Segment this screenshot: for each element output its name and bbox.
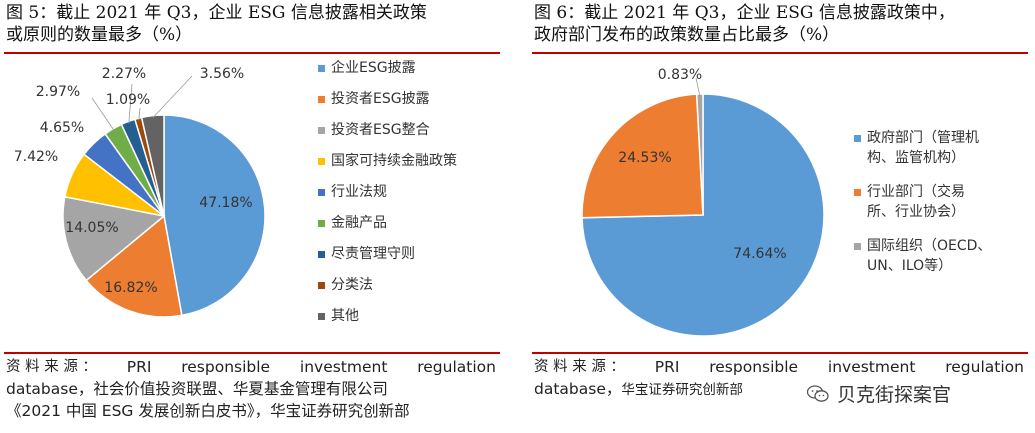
figure-6-legend-item-1: 政府部门（管理机 构、监管机构） (854, 128, 991, 168)
figure-5-source-word-2: responsible (181, 358, 271, 376)
figure-6-legend-item-2: 行业部门（交易 所、行业协会） (854, 182, 991, 222)
figure-6-source-word-4: regulation (945, 358, 1024, 376)
figure-6-title: 图 6：截止 2021 年 Q3，企业 ESG 信息披露政策中， 政府部门发布的… (528, 0, 1028, 46)
figure-5-legend-item-8: 分类法 (318, 275, 457, 295)
figure-5-source-rule (4, 352, 500, 354)
figure-6-source-word-3: investment (827, 358, 916, 376)
figure-5-data-label-2: 16.82% (104, 280, 157, 296)
figure-6-legend-label-1-line1: 政府部门（管理机 (867, 130, 979, 146)
figure-6-slice-2 (581, 93, 704, 219)
figure-5-legend-swatch-3 (318, 127, 325, 134)
watermark-text: 贝克街探案官 (837, 384, 952, 406)
figure-5-legend-label-7: 尽责管理守则 (331, 246, 415, 262)
figure-5-title-rule (4, 52, 500, 54)
figure-5-legend-item-1: 企业ESG披露 (318, 58, 457, 78)
figure-5-legend-item-4: 国家可持续金融政策 (318, 151, 457, 171)
figure-5-source-line2: database，社会价值投资联盟、华夏基金管理有限公司 (6, 380, 388, 398)
figure-5-legend-swatch-4 (318, 158, 325, 165)
figure-5-slice-2 (85, 214, 183, 318)
figure-5-title-line1: 图 5：截止 2021 年 Q3，企业 ESG 信息披露相关政策 (6, 3, 427, 23)
figure-5-data-label-1: 47.18% (199, 195, 252, 211)
figure-5-slice-3 (62, 195, 166, 282)
figure-6-title-line2: 政府部门发布的政策数量占比最多（%） (534, 25, 840, 45)
watermark: 贝克街探案官 (807, 380, 951, 407)
figure-5-panel: 图 5：截止 2021 年 Q3，企业 ESG 信息披露相关政策 或原则的数量最… (0, 0, 500, 420)
figure-5-leader-7 (128, 83, 133, 124)
figure-5-legend-swatch-8 (318, 282, 325, 289)
figure-5-legend-item-7: 尽责管理守则 (318, 244, 457, 264)
figure-5-source-word-4: regulation (417, 358, 496, 376)
figure-6-legend-label-1-line2: 构、监管机构） (867, 150, 965, 166)
figure-6-title-line1: 图 6：截止 2021 年 Q3，企业 ESG 信息披露政策中， (534, 3, 955, 23)
figure-5-title: 图 5：截止 2021 年 Q3，企业 ESG 信息披露相关政策 或原则的数量最… (0, 0, 500, 46)
figure-5-source-line3: 《2021 中国 ESG 发展创新白皮书》，华宝证券研究创新部 (6, 402, 410, 420)
figure-6-source-line2b: 华宝证券研究创新部 (621, 382, 743, 398)
figure-5-legend-label-3: 投资者ESG整合 (331, 122, 430, 138)
figure-5-legend-label-8: 分类法 (331, 277, 373, 293)
figure-5-data-label-3: 14.05% (65, 220, 118, 236)
figure-6-legend-label-1: 政府部门（管理机 构、监管机构） (867, 128, 979, 168)
figure-5-source-label: 资 料 来 源 ： (6, 359, 97, 375)
figure-5-leader-6 (91, 97, 115, 131)
figure-5-pie-chart: 47.18% 16.82% 14.05% 7.42% 4.65% 2.97% 2.27% 1.… (14, 66, 266, 318)
figure-5-legend-swatch-9 (318, 313, 325, 320)
figure-5-data-label-4: 7.42% (14, 149, 58, 165)
figure-6-data-label-2: 24.53% (618, 150, 671, 166)
figure-5-legend-swatch-5 (318, 189, 325, 196)
figure-5-source: 资 料 来 源 ： PRI responsible investment reg… (6, 356, 496, 422)
figure-6-legend-label-2: 行业部门（交易 所、行业协会） (867, 182, 965, 222)
figure-5-legend-item-3: 投资者ESG整合 (318, 120, 457, 140)
figure-5-legend-label-1: 企业ESG披露 (331, 60, 416, 76)
figure-5-legend-label-6: 金融产品 (331, 215, 387, 231)
figure-5-legend-item-5: 行业法规 (318, 182, 457, 202)
figure-5-legend-swatch-6 (318, 220, 325, 227)
figure-6-source-word-2: responsible (709, 358, 799, 376)
figure-5-legend-swatch-2 (318, 96, 325, 103)
figure-5-leader-9 (152, 75, 193, 118)
figure-5-legend: 企业ESG披露 投资者ESG披露 投资者ESG整合国家可持续金融政策 行业法规金融产品… (318, 58, 457, 337)
figure-5-legend-item-6: 金融产品 (318, 213, 457, 233)
figure-5-legend-label-4: 国家可持续金融政策 (331, 153, 457, 169)
figure-6-legend-label-3: 国际组织（OECD、 UN、ILO等） (867, 236, 991, 276)
figure-6-legend-swatch-2 (854, 189, 861, 196)
figure-6-source-rule (532, 352, 1028, 354)
figure-6-legend-label-2-line1: 行业部门（交易 (867, 184, 965, 200)
figure-6-leader-3 (695, 77, 701, 97)
figure-5-data-label-6: 2.97% (36, 84, 80, 100)
figure-6-pie-chart: 74.64% 24.53% 0.83% (581, 67, 825, 337)
figure-5-title-line2: 或原则的数量最多（%） (6, 25, 193, 45)
figure-6-data-label-1: 74.64% (733, 246, 786, 262)
figure-6-title-rule (532, 52, 1028, 54)
figure-5-legend-swatch-7 (318, 251, 325, 258)
figure-6-source-word-1: PRI (654, 358, 680, 376)
figure-6-legend: 政府部门（管理机 构、监管机构） 行业部门（交易 所、行业协会） 国际组织（OECD、 U… (854, 128, 991, 290)
figure-5-data-label-8: 1.09% (106, 92, 150, 108)
figure-6-source: 资 料 来 源 ： PRI responsible investment reg… (534, 356, 1024, 401)
figure-5-source-word-1: PRI (126, 358, 152, 376)
figure-5-legend-item-2: 投资者ESG披露 (318, 89, 457, 109)
figure-6-source-line2a: database， (534, 380, 622, 398)
figure-6-legend-swatch-1 (854, 135, 861, 142)
figure-5-legend-label-2: 投资者ESG披露 (331, 91, 430, 107)
figure-5-source-word-3: investment (299, 358, 388, 376)
figure-5-legend-label-5: 行业法规 (331, 184, 387, 200)
figure-6-source-label: 资 料 来 源 ： (534, 359, 625, 375)
figure-6-legend-item-3: 国际组织（OECD、 UN、ILO等） (854, 236, 991, 276)
figure-6-legend-label-3-line1: 国际组织（OECD、 (867, 238, 992, 254)
figure-5-legend-swatch-1 (318, 65, 325, 72)
figure-5-data-label-5: 4.65% (40, 120, 84, 136)
figure-5-data-label-9: 3.56% (200, 66, 244, 82)
figure-5-legend-item-9: 其他 (318, 306, 457, 326)
figure-6-legend-label-3-line2: UN、ILO等） (867, 258, 953, 274)
figure-5-data-label-7: 2.27% (102, 66, 146, 82)
figure-6-legend-swatch-3 (854, 243, 861, 250)
figure-5-legend-label-9: 其他 (331, 308, 359, 324)
figure-6-data-label-3: 0.83% (658, 67, 702, 83)
figure-5-slice-9 (140, 114, 165, 217)
wechat-icon (807, 384, 829, 402)
figure-6-legend-label-2-line2: 所、行业协会） (867, 204, 965, 220)
figure-5-leader-8 (138, 107, 141, 121)
figure-6-panel: 图 6：截止 2021 年 Q3，企业 ESG 信息披露政策中， 政府部门发布的… (528, 0, 1028, 398)
figure-5-slice-1 (163, 114, 266, 317)
